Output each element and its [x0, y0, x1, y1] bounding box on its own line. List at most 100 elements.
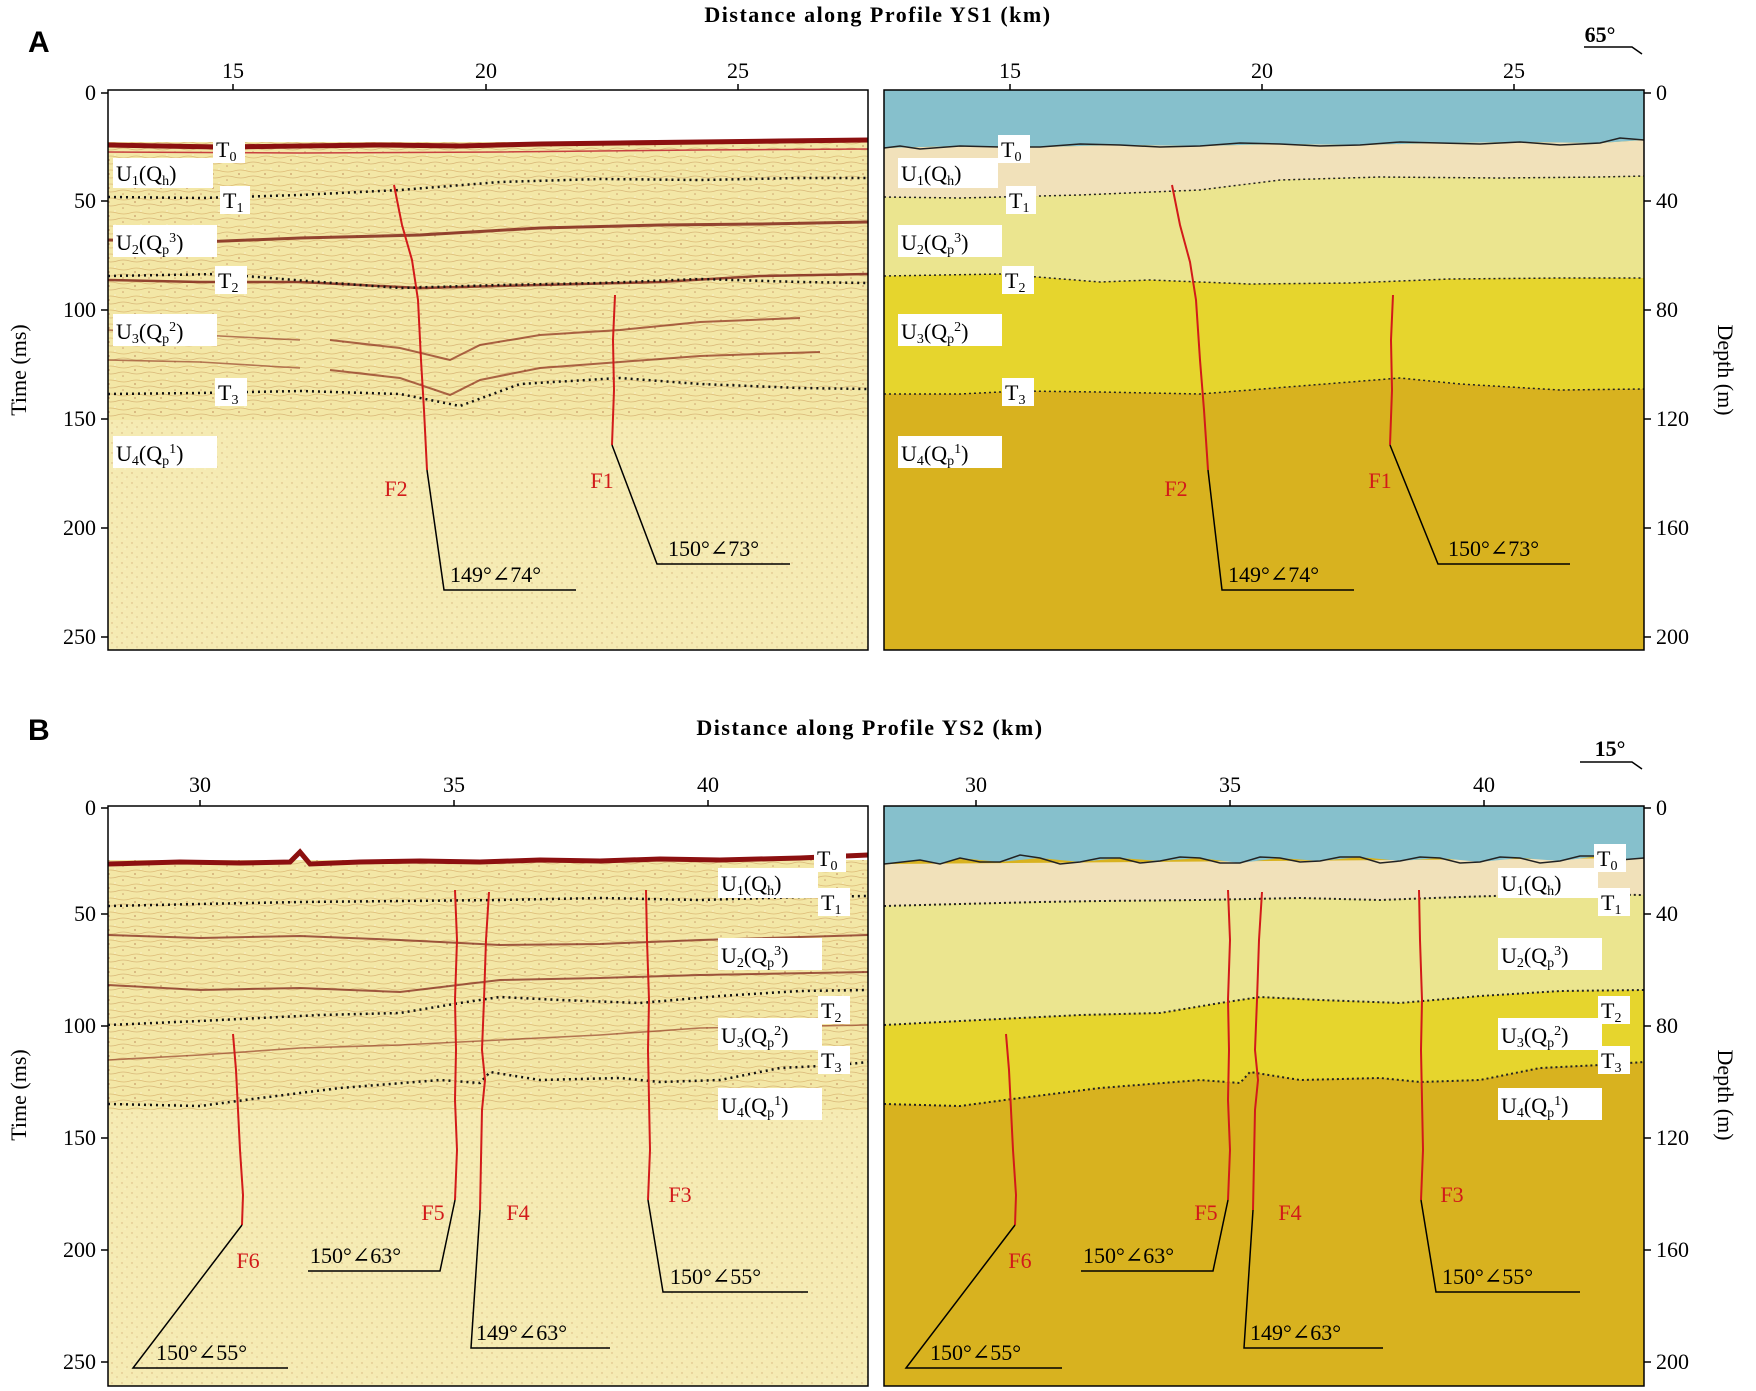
- fault-f5-label-interpreted-b: F5: [1194, 1200, 1217, 1225]
- u1-label-interpreted-b: U1(Qh): [1501, 871, 1561, 899]
- depth-tick-b-0: 0: [1656, 795, 1667, 820]
- u3-label-seismic-a: U3(Qp2): [116, 319, 183, 347]
- t2-label-interpreted-b: T2: [1601, 998, 1621, 1026]
- t2-seismic-a: [107, 272, 869, 290]
- depth-tick-b-160: 160: [1656, 1237, 1689, 1262]
- depth-tick-a-40: 40: [1656, 188, 1678, 213]
- u1-label-seismic-a: U1(Qh): [116, 161, 176, 189]
- labels-seismic-a: T0 U1(Qh) T1 U2(Qp3) T2 U3(Qp2) T3 U4(Qp…: [113, 135, 250, 469]
- time-tick-b-200: 200: [63, 1237, 96, 1262]
- fault-f1-interpreted-a: [1389, 294, 1394, 446]
- x-tick-a-15-right: 15: [999, 58, 1021, 83]
- fault-f2-attitude-seismic-a: 149°∠74°: [450, 562, 541, 587]
- fault-f6-attitude-interpreted-b: 150°∠55°: [930, 1340, 1021, 1365]
- orientation-b-text: 15°: [1595, 736, 1626, 761]
- x-tick-b-35-left: 35: [443, 772, 465, 797]
- x-tick-a-25-right: 25: [1503, 58, 1525, 83]
- fault-f3-seismic-b: [645, 889, 652, 1201]
- orientation-a: 65°: [1584, 22, 1643, 55]
- t1-line-a: [883, 175, 1645, 199]
- u1-label-interpreted-a: U1(Qh): [901, 161, 961, 189]
- t3-label-interpreted-a: T3: [1005, 380, 1025, 408]
- x-tick-b-40-left: 40: [697, 772, 719, 797]
- depth-tick-b-200: 200: [1656, 1349, 1689, 1374]
- fault-f2-label-seismic-a: F2: [384, 476, 407, 501]
- fault-f3-interpreted-b: [1418, 889, 1425, 1201]
- depth-tick-a-0: 0: [1656, 80, 1667, 105]
- fault-f6-seismic-b: [232, 1033, 245, 1226]
- fault-f5-attitude-interpreted-b: 150°∠63°: [1083, 1243, 1174, 1268]
- labels-interpreted-a: T0 U1(Qh) T1 U2(Qp3) T2 U3(Qp2) T3 U4(Qp…: [898, 135, 1036, 469]
- fault-f2-seismic-a: [393, 184, 428, 471]
- unit1-fill-a: [884, 140, 1644, 198]
- seafloor-line-a: [883, 137, 1645, 150]
- t1-label-interpreted-a: T1: [1009, 188, 1029, 216]
- panel-a-title: Distance along Profile YS1 (km): [704, 2, 1051, 27]
- faults-interpreted-b: F5 F4 F3 F6 150°∠55° 150°∠63° 149°∠63° 1…: [904, 889, 1580, 1369]
- u2-label-interpreted-b: U2(Qp3): [1501, 943, 1568, 971]
- panel-b: B Distance along Profile YS2 (km) 15°: [6, 714, 1738, 1387]
- t3-label-seismic-a: T3: [218, 380, 238, 408]
- t2-label-seismic-b: T2: [821, 998, 841, 1026]
- unit2-fill-b: [884, 894, 1644, 1025]
- fault-f1-label-seismic-a: F1: [590, 468, 613, 493]
- time-tick-a-0: 0: [85, 80, 96, 105]
- t3-line-a: [884, 377, 1645, 395]
- faults-interpreted-a: F2 F1 149°∠74° 150°∠73°: [1164, 184, 1570, 591]
- fault-f1-seismic-a: [611, 294, 616, 446]
- unit2-fill-a: [884, 176, 1644, 284]
- axes-a: 15 20 25 15 20 25 0 50 100 150 200 250: [6, 58, 1738, 649]
- fault-f5-seismic-b: [453, 889, 459, 1201]
- seabed-a: [107, 137, 869, 150]
- fault-f1-attitude-seismic-a: 150°∠73°: [668, 536, 759, 561]
- fault-f2-interpreted-a: [1171, 184, 1209, 471]
- interpreted-section-a: [883, 89, 1645, 651]
- depth-axis-label-a: Depth (m): [1713, 324, 1738, 415]
- fault-f4-label-seismic-b: F4: [506, 1200, 529, 1225]
- seabed-b: [107, 848, 869, 867]
- fault-f1-label-interpreted-a: F1: [1368, 468, 1391, 493]
- panel-b-letter: B: [28, 714, 50, 747]
- seafloor-line-b: [883, 854, 1645, 865]
- t0-label-interpreted-b: T0: [1597, 846, 1617, 874]
- x-tick-b-40-right: 40: [1473, 772, 1495, 797]
- t1-label-seismic-b: T1: [821, 890, 841, 918]
- fault-f3-label-seismic-b: F3: [668, 1182, 691, 1207]
- fault-f6-interpreted-b: [1005, 1033, 1018, 1226]
- depth-tick-a-120: 120: [1656, 406, 1689, 431]
- x-tick-a-20-right: 20: [1251, 58, 1273, 83]
- time-axis-label-a: Time (ms): [6, 324, 31, 415]
- fault-f6-label-seismic-b: F6: [236, 1248, 259, 1273]
- fault-f4-interpreted-b: [1252, 891, 1263, 1211]
- unit1-fill-b: [884, 858, 1644, 906]
- x-tick-b-30-right: 30: [965, 772, 987, 797]
- t2-line-a: [883, 273, 1644, 285]
- time-axis-label-b: Time (ms): [6, 1049, 31, 1140]
- axes-b: 30 35 40 30 35 40 0 50 100 150 200 250: [6, 772, 1738, 1374]
- x-tick-a-15-left: 15: [222, 58, 244, 83]
- panel-a: A Distance along Profile YS1 (km) 65°: [6, 2, 1738, 651]
- t1-label-seismic-a: T1: [223, 188, 243, 216]
- t3-label-interpreted-b: T3: [1601, 1048, 1621, 1076]
- time-tick-a-100: 100: [63, 297, 96, 322]
- depth-tick-b-120: 120: [1656, 1125, 1689, 1150]
- fault-f5-label-seismic-b: F5: [421, 1200, 444, 1225]
- u4-label-interpreted-a: U4(Qp1): [901, 441, 968, 469]
- fault-f4-attitude-interpreted-b: 149°∠63°: [1250, 1320, 1341, 1345]
- fault-f1-attitude-interpreted-a: 150°∠73°: [1448, 536, 1539, 561]
- depth-axis-label-b: Depth (m): [1713, 1049, 1738, 1140]
- water-fill-a: [884, 90, 1644, 148]
- x-tick-b-30-left: 30: [189, 772, 211, 797]
- fault-f3-attitude-seismic-b: 150°∠55°: [670, 1264, 761, 1289]
- u4-label-seismic-b: U4(Qp1): [721, 1093, 788, 1121]
- t0-label-seismic-b: T0: [817, 846, 837, 874]
- depth-tick-a-80: 80: [1656, 297, 1678, 322]
- time-tick-b-250: 250: [63, 1349, 96, 1374]
- time-tick-a-150: 150: [63, 406, 96, 431]
- x-tick-b-35-right: 35: [1219, 772, 1241, 797]
- orientation-b-arrow: [1580, 761, 1643, 770]
- u4-label-interpreted-b: U4(Qp1): [1501, 1093, 1568, 1121]
- depth-tick-a-200: 200: [1656, 624, 1689, 649]
- faults-seismic-b: F5 F4 F3 F6 150°∠55° 150°∠63° 149°∠63° 1…: [131, 889, 808, 1369]
